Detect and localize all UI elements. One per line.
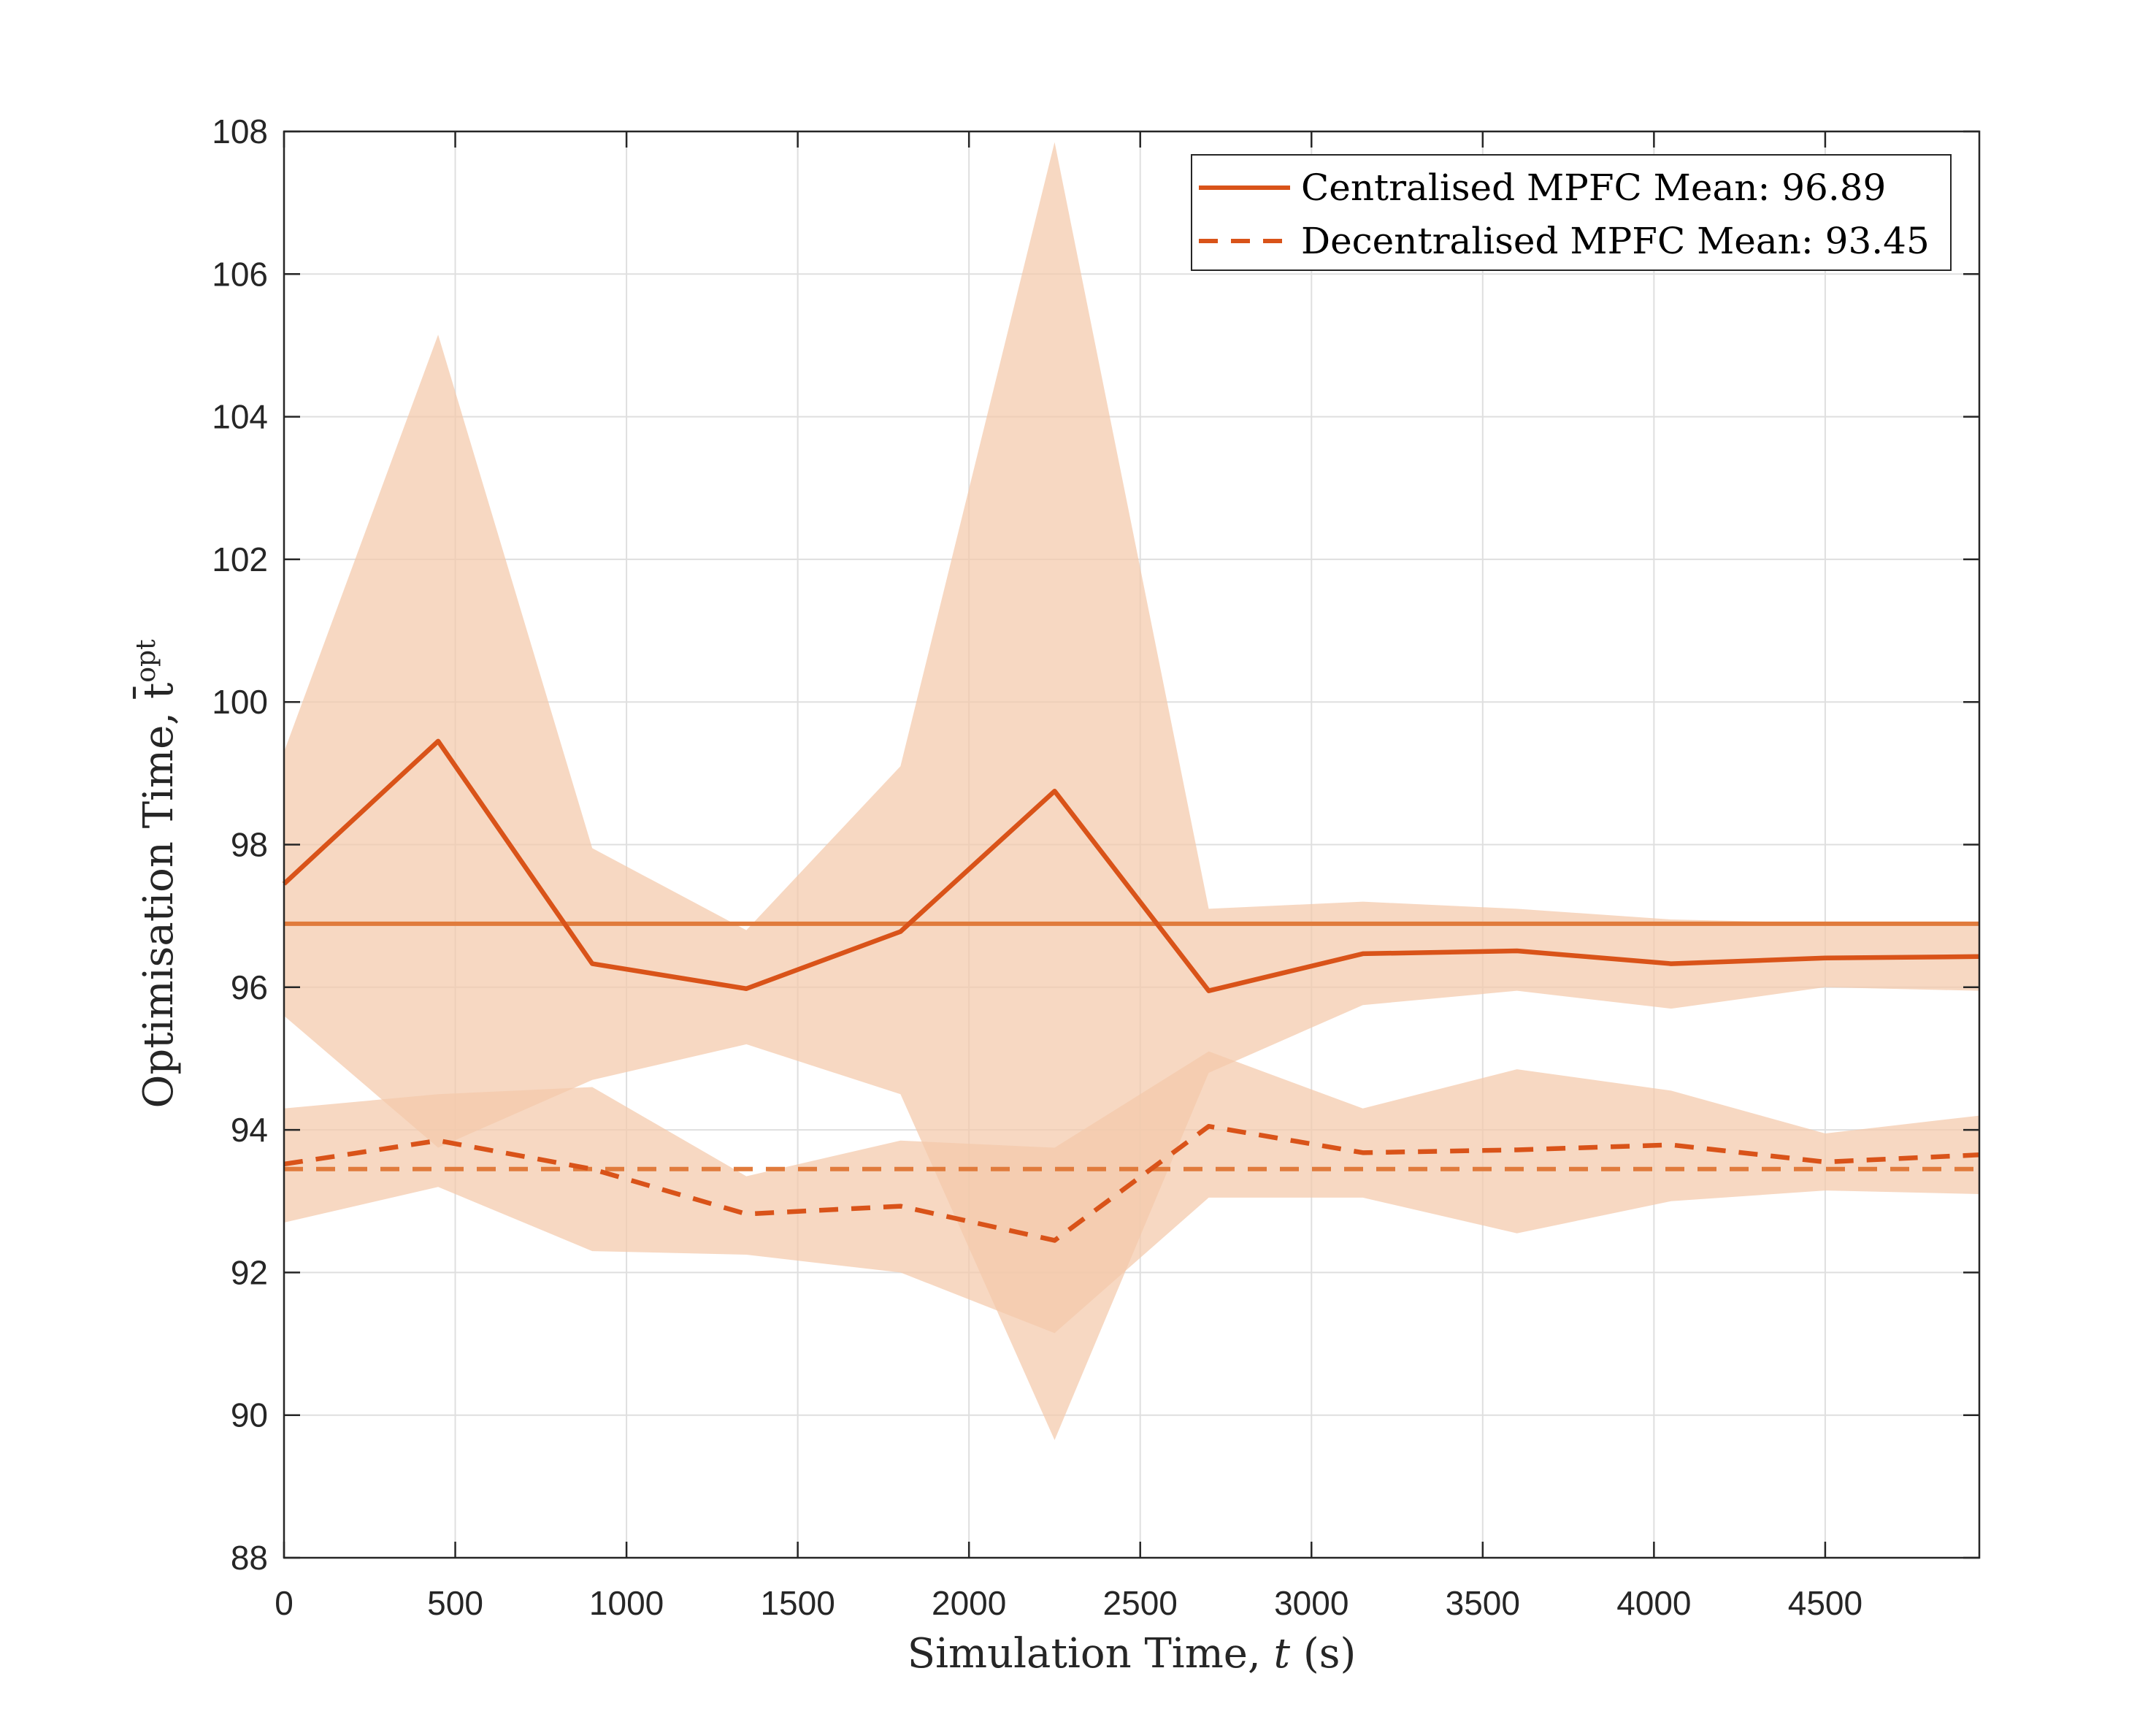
confidence-bands	[284, 142, 1979, 1440]
tick-marks	[283, 130, 1979, 1559]
x-tick-label: 0	[275, 1584, 294, 1622]
x-tick-label: 1000	[589, 1584, 664, 1622]
x-tick-label: 3000	[1274, 1584, 1349, 1622]
y-tick-labels: 88 90 92 94 96 98 100 102 104 106 108	[212, 112, 268, 1577]
x-tick-label: 2500	[1103, 1584, 1178, 1622]
legend-entry-decentralised: Decentralised MPFC Mean: 93.45	[1301, 220, 1930, 262]
series-line-1	[283, 1123, 1980, 1243]
x-tick-labels: 0 500 1000 1500 2000 2500 3000 3500 4000 4500	[275, 1584, 1862, 1622]
y-axis-label: Optimisation Time, t̄opt	[131, 639, 183, 1109]
y-tick-label: 108	[212, 112, 268, 150]
x-tick-label: 500	[427, 1584, 483, 1622]
y-tick-label: 96	[231, 968, 268, 1006]
y-axis-label-sup: opt	[131, 639, 161, 683]
y-tick-label: 94	[231, 1111, 268, 1149]
y-tick-label: 88	[231, 1539, 268, 1577]
y-tick-label: 90	[231, 1396, 268, 1434]
legend-entry-centralised: Centralised MPFC Mean: 96.89	[1301, 167, 1886, 209]
y-tick-label: 100	[212, 683, 268, 721]
legend-box	[1191, 154, 1952, 271]
x-tick-label: 1500	[760, 1584, 835, 1622]
y-tick-label: 106	[212, 255, 268, 293]
series-line-0	[282, 738, 1980, 993]
y-tick-label: 98	[231, 826, 268, 864]
y-tick-label: 92	[231, 1253, 268, 1291]
x-tick-label: 2000	[932, 1584, 1006, 1622]
legend: Centralised MPFC Mean: 96.89 Decentralis…	[1191, 154, 1952, 271]
x-axis-label: Simulation Time, t (s)	[908, 1630, 1357, 1678]
y-tick-label: 104	[212, 398, 268, 436]
x-tick-label: 3500	[1446, 1584, 1520, 1622]
y-tick-label: 102	[212, 540, 268, 578]
x-tick-label: 4000	[1616, 1584, 1691, 1622]
x-tick-label: 4500	[1788, 1584, 1862, 1622]
confidence-band-1	[284, 1051, 1979, 1334]
confidence-band-0	[284, 142, 1979, 1440]
y-axis-label-main: Optimisation Time, t̄	[132, 682, 183, 1108]
